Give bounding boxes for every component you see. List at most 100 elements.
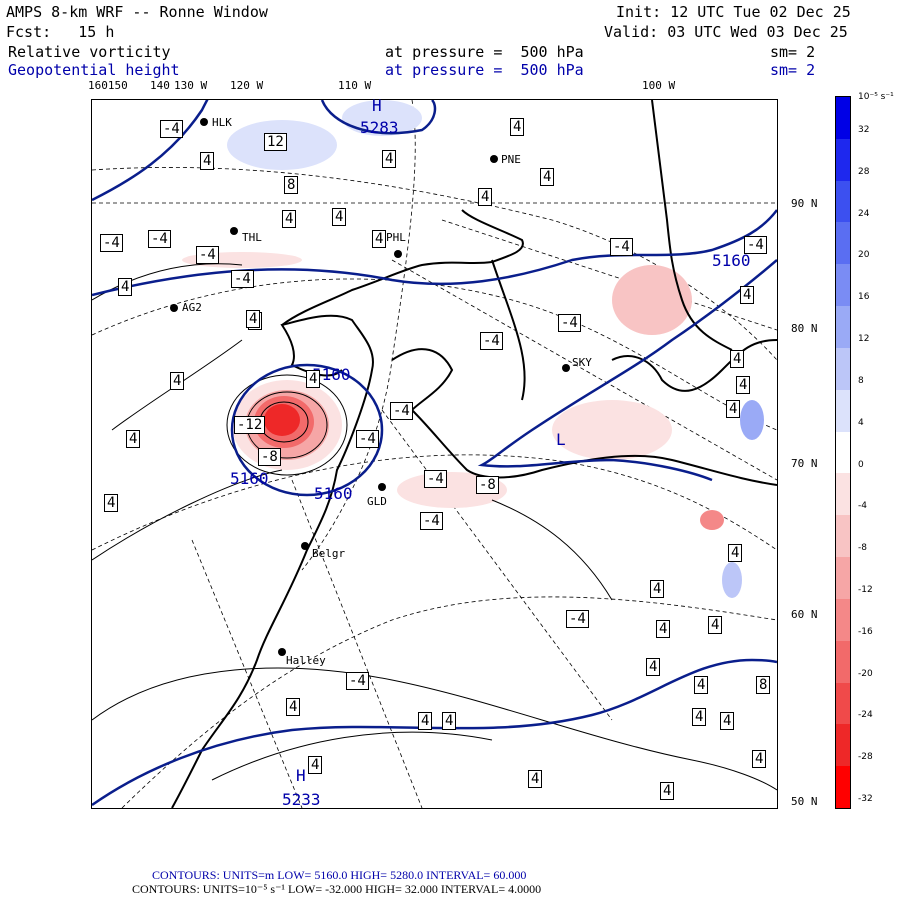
vort-label: -4 xyxy=(148,230,171,248)
colorbar-tick-label: 32 xyxy=(858,124,870,135)
colorbar-segment xyxy=(836,222,850,265)
colorbar xyxy=(835,96,851,809)
vort-label: 12 xyxy=(264,133,287,151)
vort-label: 4 xyxy=(418,712,433,730)
colorbar-segment xyxy=(836,766,850,809)
vort-label: 4 xyxy=(246,310,261,328)
vort-label: -4 xyxy=(390,402,413,420)
station-dots xyxy=(170,118,570,656)
vort-label: -4 xyxy=(566,610,589,628)
field1-smoothing: sm= 2 xyxy=(770,43,816,61)
colorbar-tick-label: 4 xyxy=(858,417,864,428)
field1-name: Relative vorticity xyxy=(8,43,171,61)
low-marker: L xyxy=(556,430,566,449)
vort-label: 4 xyxy=(540,168,555,186)
vort-label: -4 xyxy=(610,238,633,256)
colorbar-tick-label: -24 xyxy=(858,710,873,721)
vort-label: 4 xyxy=(170,372,185,390)
station-label: THL xyxy=(242,231,262,244)
vort-label: -4 xyxy=(231,270,254,288)
station-label: Belgr xyxy=(312,547,346,560)
vort-label: 4 xyxy=(200,152,215,170)
init-time: Init: 12 UTC Tue 02 Dec 25 xyxy=(616,3,851,21)
vort-label: -4 xyxy=(424,470,447,488)
vort-label: 8 xyxy=(284,176,299,194)
vort-label: 4 xyxy=(730,350,745,368)
vort-label: -8 xyxy=(258,448,281,466)
colorbar-unit: 10⁻⁵ s⁻¹ xyxy=(858,92,894,102)
map-canvas xyxy=(92,100,777,808)
station-label: GLD xyxy=(367,495,387,508)
lat-label: 90 N xyxy=(791,197,818,210)
vort-label: -4 xyxy=(356,430,379,448)
forecast-hour: Fcst: 15 h xyxy=(6,23,115,41)
station-label: HLK xyxy=(212,116,232,129)
lon-label: 160150 xyxy=(88,79,128,92)
vort-label: 4 xyxy=(736,376,751,394)
colorbar-tick-label: 20 xyxy=(858,250,870,261)
vort-label: -4 xyxy=(346,672,369,690)
vort-label: 4 xyxy=(104,494,119,512)
lat-label: 60 N xyxy=(791,608,818,621)
lat-label: 80 N xyxy=(791,322,818,335)
vort-label: 4 xyxy=(656,620,671,638)
height-label: 5233 xyxy=(282,790,321,809)
colorbar-segment xyxy=(836,306,850,349)
map-panel[interactable] xyxy=(91,99,778,809)
height-label: 5160 xyxy=(312,365,351,384)
graticule xyxy=(92,100,777,808)
field1-level: at pressure = 500 hPa xyxy=(385,43,584,61)
colorbar-segment xyxy=(836,97,850,140)
vort-label: -4 xyxy=(744,236,767,254)
colorbar-tick-label: 12 xyxy=(858,334,870,345)
station-label: PNE xyxy=(501,153,521,166)
height-label: 5283 xyxy=(360,118,399,137)
field2-smoothing: sm= 2 xyxy=(770,61,816,79)
lon-label: 110 W xyxy=(338,79,372,92)
vort-label: 4 xyxy=(382,150,397,168)
colorbar-segment xyxy=(836,347,850,391)
footer-height-contours: CONTOURS: UNITS=m LOW= 5160.0 HIGH= 5280… xyxy=(152,868,527,882)
vort-label: -4 xyxy=(420,512,443,530)
colorbar-segment xyxy=(836,138,850,182)
colorbar-segment xyxy=(836,640,850,684)
high-marker: H xyxy=(372,96,382,115)
colorbar-tick-label: -8 xyxy=(858,543,867,554)
height-label: 5160 xyxy=(712,251,751,270)
high-marker: H xyxy=(296,766,306,785)
chart-title: AMPS 8-km WRF -- Ronne Window xyxy=(6,3,268,21)
colorbar-tick-label: 8 xyxy=(858,375,864,386)
vort-label: -4 xyxy=(196,246,219,264)
station-label: PHL xyxy=(386,231,406,244)
field2-name: Geopotential height xyxy=(8,61,180,79)
vort-label: -4 xyxy=(160,120,183,138)
vort-label: 4 xyxy=(306,370,321,388)
vort-label: 4 xyxy=(528,770,543,788)
vort-label: 4 xyxy=(478,188,493,206)
vort-label: 4 xyxy=(752,750,767,768)
colorbar-tick-label: 28 xyxy=(858,166,870,177)
vort-label: 4 xyxy=(372,230,387,248)
vort-label: -12 xyxy=(234,416,266,434)
station-label: Halley xyxy=(286,654,326,667)
vort-label: -4 xyxy=(558,314,581,332)
lat-label: 50 N xyxy=(791,795,818,808)
vort-label: 4 xyxy=(510,118,525,136)
lon-label: 140 xyxy=(150,79,170,92)
vort-label: 4 xyxy=(282,210,297,228)
vort-label: 4 xyxy=(308,756,323,774)
lat-label: 70 N xyxy=(791,457,818,470)
valid-time: Valid: 03 UTC Wed 03 Dec 25 xyxy=(604,23,848,41)
colorbar-segment xyxy=(836,724,850,767)
colorbar-segment xyxy=(836,557,850,600)
colorbar-tick-label: 16 xyxy=(858,292,870,303)
vort-label: -8 xyxy=(476,476,499,494)
vort-label: 4 xyxy=(126,430,141,448)
lon-label: 130 W xyxy=(174,79,208,92)
colorbar-tick-label: 0 xyxy=(858,459,864,470)
colorbar-tick-label: -4 xyxy=(858,501,867,512)
vort-label: 4 xyxy=(646,658,661,676)
coastline xyxy=(171,100,777,808)
colorbar-segment xyxy=(836,431,850,474)
colorbar-segment xyxy=(836,264,850,307)
